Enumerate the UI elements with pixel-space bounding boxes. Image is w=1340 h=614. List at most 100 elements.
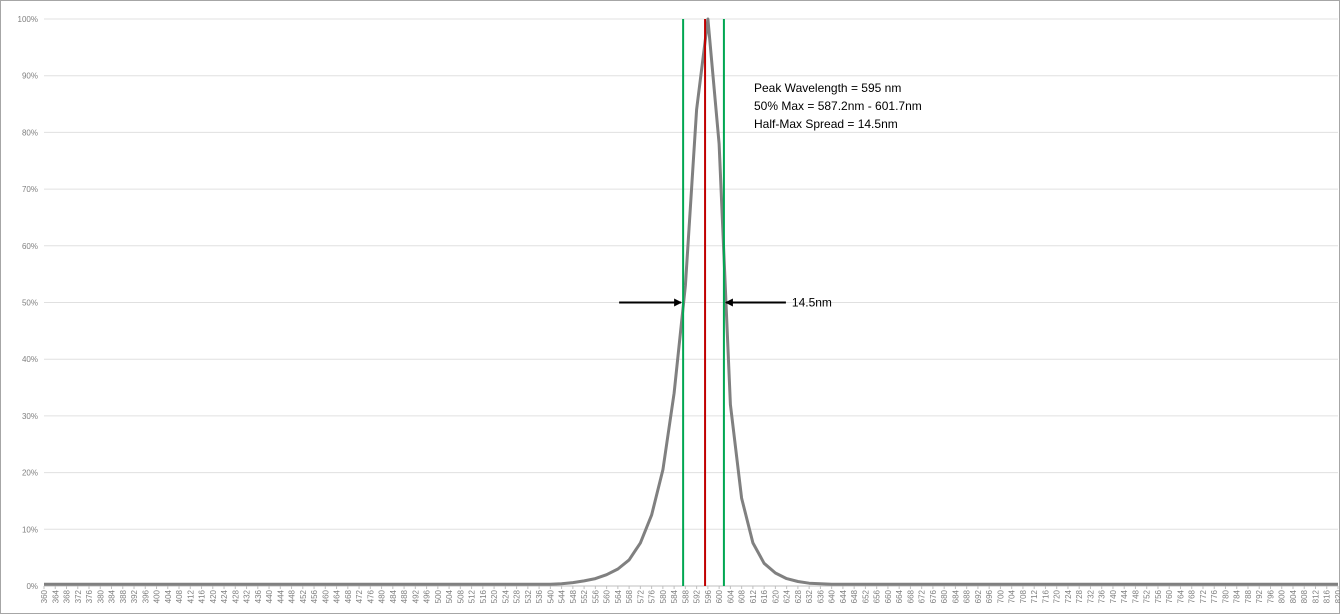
annotation-peak-wavelength: Peak Wavelength = 595 nm <box>754 81 901 95</box>
x-tick-label: 472 <box>355 589 364 603</box>
half-max-arrows: 14.5nm <box>619 296 832 310</box>
x-tick-label: 616 <box>760 589 769 603</box>
x-tick-label: 552 <box>580 589 589 603</box>
x-tick-label: 744 <box>1120 589 1129 603</box>
x-tick-label: 740 <box>1109 589 1118 603</box>
annotation-half-max-spread: Half-Max Spread = 14.5nm <box>754 117 898 131</box>
x-tick-label: 440 <box>265 589 274 603</box>
x-tick-label: 544 <box>558 589 567 603</box>
y-tick-label: 10% <box>22 525 38 534</box>
x-tick-label: 760 <box>1165 589 1174 603</box>
x-tick-label: 528 <box>513 589 522 603</box>
x-tick-label: 400 <box>153 589 162 603</box>
x-tick-label: 784 <box>1233 589 1242 603</box>
x-tick-label: 600 <box>715 589 724 603</box>
x-tick-label: 540 <box>546 589 555 603</box>
x-tick-label: 424 <box>220 589 229 603</box>
x-tick-label: 672 <box>918 589 927 603</box>
x-tick-label: 632 <box>805 589 814 603</box>
y-tick-label: 90% <box>22 72 38 81</box>
x-tick-label: 452 <box>299 589 308 603</box>
x-tick-label: 488 <box>400 589 409 603</box>
x-tick-label: 364 <box>51 589 60 603</box>
x-tick-label: 708 <box>1019 589 1028 603</box>
x-tick-label: 404 <box>164 589 173 603</box>
x-tick-label: 504 <box>445 589 454 603</box>
x-tick-label: 428 <box>231 589 240 603</box>
x-tick-label: 764 <box>1176 589 1185 603</box>
x-tick-label: 492 <box>411 589 420 603</box>
x-tick-label: 432 <box>243 589 252 603</box>
x-tick-label: 512 <box>468 589 477 603</box>
x-tick-label: 612 <box>749 589 758 603</box>
x-tick-label: 720 <box>1053 589 1062 603</box>
x-tick-label: 800 <box>1278 589 1287 603</box>
x-tick-label: 460 <box>321 589 330 603</box>
x-tick-label: 652 <box>861 589 870 603</box>
x-tick-label: 372 <box>74 589 83 603</box>
series-layer <box>44 17 1338 586</box>
x-tick-label: 640 <box>828 589 837 603</box>
x-tick-label: 524 <box>501 589 510 603</box>
x-tick-label: 388 <box>119 589 128 603</box>
x-tick-label: 772 <box>1199 589 1208 603</box>
x-tick-label: 608 <box>738 589 747 603</box>
x-tick-label: 532 <box>524 589 533 603</box>
x-tick-label: 704 <box>1008 589 1017 603</box>
x-tick-label: 796 <box>1266 589 1275 603</box>
x-tick-label: 408 <box>175 589 184 603</box>
y-tick-label: 40% <box>22 355 38 364</box>
x-tick-label: 788 <box>1244 589 1253 603</box>
y-tick-label: 20% <box>22 469 38 478</box>
y-tick-label: 30% <box>22 412 38 421</box>
x-tick-label: 548 <box>569 589 578 603</box>
x-tick-label: 360 <box>40 589 49 603</box>
x-tick-label: 412 <box>186 589 195 603</box>
spread-label: 14.5nm <box>792 296 832 310</box>
x-tick-label: 396 <box>141 589 150 603</box>
x-tick-label: 648 <box>850 589 859 603</box>
gridlines <box>44 18 1338 587</box>
x-tick-label: 768 <box>1188 589 1197 603</box>
x-tick-label: 692 <box>974 589 983 603</box>
y-tick-label: 100% <box>18 15 38 24</box>
y-tick-label: 80% <box>22 128 38 137</box>
x-tick-label: 628 <box>794 589 803 603</box>
x-tick-label: 444 <box>276 589 285 603</box>
x-tick-label: 604 <box>726 589 735 603</box>
x-axis-tick-labels: 360 364 368 372 376 380 384 388 392 396 400 404 408 4… <box>40 586 1340 603</box>
x-tick-label: 456 <box>310 589 319 603</box>
x-tick-label: 620 <box>771 589 780 603</box>
y-tick-label: 70% <box>22 185 38 194</box>
x-tick-label: 508 <box>456 589 465 603</box>
x-tick-label: 728 <box>1075 589 1084 603</box>
x-tick-label: 684 <box>951 589 960 603</box>
x-tick-label: 732 <box>1086 589 1095 603</box>
x-tick-label: 716 <box>1041 589 1050 603</box>
x-tick-label: 496 <box>423 589 432 603</box>
x-tick-label: 392 <box>130 589 139 603</box>
x-tick-label: 568 <box>625 589 634 603</box>
x-tick-label: 580 <box>659 589 668 603</box>
x-tick-label: 596 <box>704 589 713 603</box>
x-tick-label: 792 <box>1255 589 1264 603</box>
x-tick-label: 592 <box>693 589 702 603</box>
x-tick-label: 584 <box>670 589 679 603</box>
y-axis-tick-labels: 0% 10% 20% 30% 40% 50% 60% 70% 80% 90% 100% <box>18 15 38 591</box>
x-tick-label: 816 <box>1323 589 1332 603</box>
x-tick-label: 712 <box>1030 589 1039 603</box>
x-tick-label: 780 <box>1221 589 1230 603</box>
y-tick-label: 50% <box>22 299 38 308</box>
x-tick-label: 644 <box>839 589 848 603</box>
x-tick-label: 636 <box>816 589 825 603</box>
annotation-box: Peak Wavelength = 595 nm 50% Max = 587.2… <box>754 81 922 131</box>
x-tick-label: 756 <box>1154 589 1163 603</box>
x-tick-label: 696 <box>985 589 994 603</box>
x-tick-label: 520 <box>490 589 499 603</box>
x-tick-label: 808 <box>1300 589 1309 603</box>
x-tick-label: 384 <box>108 589 117 603</box>
x-tick-label: 576 <box>648 589 657 603</box>
x-tick-label: 468 <box>344 589 353 603</box>
